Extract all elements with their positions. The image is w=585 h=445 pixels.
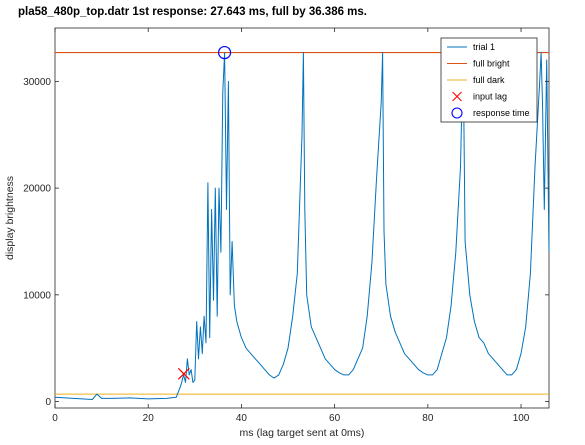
input-lag-marker [177,367,190,380]
legend-full-bright: full bright [447,59,510,69]
chart-title: pla58_480p_top.datr 1st response: 27.643… [18,6,367,18]
legend: trial 1 full bright full dark input lag resp… [440,37,538,123]
legend-label: input lag [473,92,507,102]
legend-trial-1: trial 1 [447,42,495,52]
legend-label: full dark [473,75,505,85]
y-axis-label: display brightness [4,176,16,260]
y-axis-ticks: 0 10000 20000 30000 [23,77,549,408]
legend-response-time: response time [451,107,530,119]
y-tick-label: 0 [45,397,51,408]
x-axis-label: ms (lag target sent at 0ms) [240,427,365,439]
legend-swatch [452,91,462,102]
legend-label: trial 1 [473,42,495,52]
legend-label: full bright [473,59,510,69]
x-tick-label: 80 [422,413,434,424]
trial-1-line [54,52,550,400]
y-tick-label: 20000 [23,184,51,195]
x-tick-label: 60 [329,413,341,424]
y-tick-label: 30000 [23,77,51,88]
y-tick-label: 10000 [23,290,51,301]
legend-label: response time [473,108,530,118]
x-tick-label: 100 [513,413,530,424]
x-tick-label: 40 [236,413,248,424]
x-axis-ticks: 0 20 40 60 80 100 [52,28,530,424]
legend-full-dark: full dark [447,75,505,85]
legend-input-lag: input lag [452,91,507,102]
legend-swatch [451,107,463,119]
response-time-marker [217,45,232,60]
legend-items: trial 1 full bright full dark input lag resp… [447,42,530,119]
x-tick-label: 20 [143,413,155,424]
x-tick-label: 0 [52,413,58,424]
